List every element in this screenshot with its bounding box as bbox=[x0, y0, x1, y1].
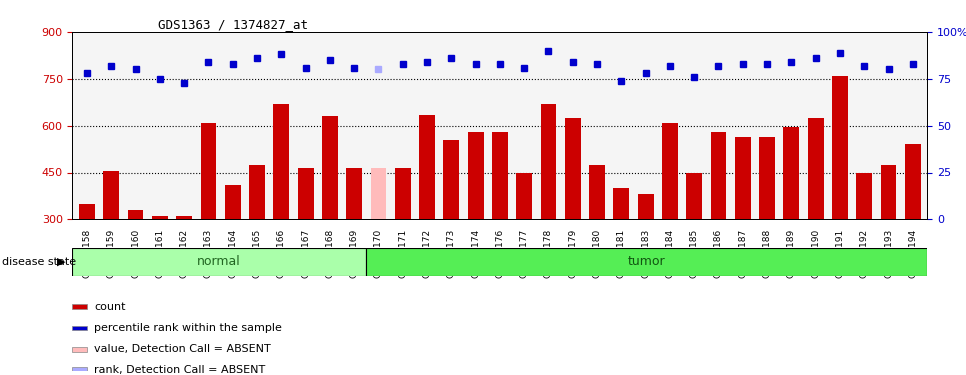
Text: ▶: ▶ bbox=[57, 256, 65, 267]
Bar bbox=[225, 185, 241, 219]
Bar bbox=[686, 172, 702, 219]
Bar bbox=[395, 168, 411, 219]
Bar bbox=[298, 168, 314, 219]
Bar bbox=[72, 347, 87, 352]
Bar bbox=[905, 144, 921, 219]
Bar bbox=[516, 172, 532, 219]
Bar bbox=[443, 140, 459, 219]
Bar bbox=[201, 123, 216, 219]
Bar bbox=[176, 216, 192, 219]
Bar bbox=[541, 104, 556, 219]
Text: disease state: disease state bbox=[2, 256, 76, 267]
Bar bbox=[72, 248, 365, 276]
Bar bbox=[346, 168, 362, 219]
Bar bbox=[711, 132, 726, 219]
Bar bbox=[79, 204, 95, 219]
Bar bbox=[72, 304, 87, 309]
Bar bbox=[662, 123, 678, 219]
Bar bbox=[365, 248, 927, 276]
Bar bbox=[152, 216, 168, 219]
Bar bbox=[273, 104, 289, 219]
Bar bbox=[613, 188, 629, 219]
Bar bbox=[492, 132, 508, 219]
Bar bbox=[72, 368, 87, 372]
Bar bbox=[565, 118, 581, 219]
Text: rank, Detection Call = ABSENT: rank, Detection Call = ABSENT bbox=[95, 364, 266, 375]
Bar bbox=[249, 165, 265, 219]
Text: normal: normal bbox=[197, 255, 241, 268]
Bar bbox=[72, 326, 87, 330]
Bar bbox=[783, 127, 799, 219]
Bar bbox=[371, 168, 386, 219]
Text: GDS1363 / 1374827_at: GDS1363 / 1374827_at bbox=[158, 18, 308, 31]
Bar bbox=[322, 116, 338, 219]
Bar bbox=[103, 171, 119, 219]
Bar bbox=[832, 76, 848, 219]
Bar bbox=[468, 132, 484, 219]
Bar bbox=[808, 118, 824, 219]
Bar bbox=[759, 136, 775, 219]
Text: tumor: tumor bbox=[628, 255, 666, 268]
Text: count: count bbox=[95, 302, 126, 312]
Bar bbox=[638, 194, 654, 219]
Text: percentile rank within the sample: percentile rank within the sample bbox=[95, 323, 282, 333]
Bar bbox=[419, 115, 435, 219]
Text: value, Detection Call = ABSENT: value, Detection Call = ABSENT bbox=[95, 344, 270, 354]
Bar bbox=[589, 165, 605, 219]
Bar bbox=[735, 136, 751, 219]
Bar bbox=[881, 165, 896, 219]
Bar bbox=[128, 210, 144, 219]
Bar bbox=[856, 172, 872, 219]
